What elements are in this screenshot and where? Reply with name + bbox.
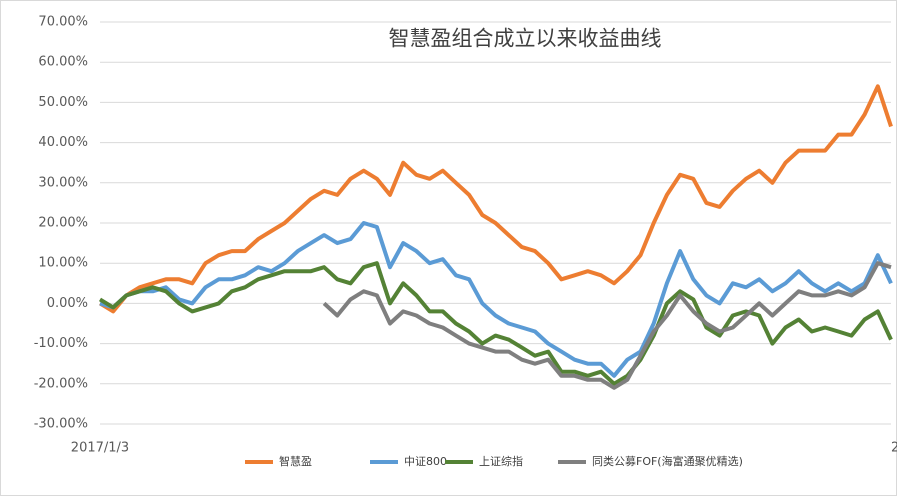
y-tick-label: 50.00% bbox=[38, 95, 88, 110]
y-tick-label: 40.00% bbox=[38, 135, 88, 150]
y-tick-label: 10.00% bbox=[38, 256, 88, 271]
y-tick-label: -10.00% bbox=[34, 336, 88, 351]
legend-label: 中证800 bbox=[404, 455, 447, 468]
y-tick-label: -30.00% bbox=[34, 417, 88, 432]
legend-label: 智慧盈 bbox=[279, 454, 312, 468]
legend-label: 同类公募FOF(海富通聚优精选) bbox=[592, 454, 743, 468]
y-tick-label: 60.00% bbox=[38, 55, 88, 70]
y-tick-label: 30.00% bbox=[38, 175, 88, 190]
y-tick-label: -20.00% bbox=[34, 376, 88, 391]
y-tick-label: 20.00% bbox=[38, 216, 88, 231]
x-tick-label: 2 bbox=[891, 441, 897, 456]
y-tick-label: 70.00% bbox=[38, 15, 88, 30]
series-line bbox=[98, 84, 893, 314]
chart-title: 智慧盈组合成立以来收益曲线 bbox=[389, 27, 662, 51]
series-line bbox=[322, 261, 892, 390]
y-tick-label: 0.00% bbox=[47, 296, 88, 311]
series-line bbox=[99, 221, 893, 378]
series-line bbox=[98, 261, 893, 386]
x-tick-label: 2017/1/3 bbox=[71, 441, 129, 456]
legend-label: 上证综指 bbox=[479, 454, 523, 468]
